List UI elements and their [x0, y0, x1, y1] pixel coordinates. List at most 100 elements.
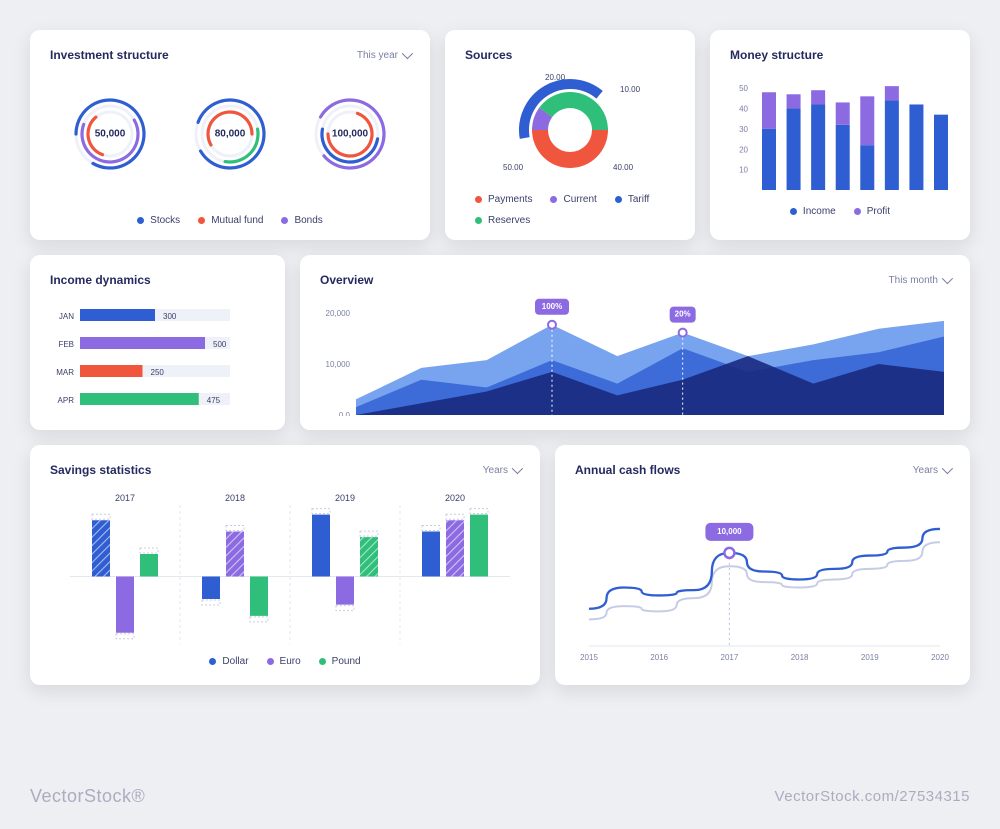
sources-title: Sources [465, 48, 512, 62]
svg-text:30: 30 [739, 125, 748, 134]
chevron-down-icon [402, 48, 413, 59]
svg-text:2015: 2015 [580, 653, 598, 662]
cashflows-period-label: Years [913, 465, 938, 476]
legend-label: Dollar [222, 656, 248, 667]
legend-dot-icon [854, 208, 861, 215]
cashflows-title: Annual cash flows [575, 463, 680, 477]
svg-text:2017: 2017 [115, 493, 135, 503]
svg-text:FEB: FEB [58, 340, 74, 349]
dashboard-grid: Investment structure This year 50,000 80,… [30, 30, 970, 685]
legend-item: Profit [854, 206, 890, 217]
svg-text:2016: 2016 [650, 653, 668, 662]
svg-text:10: 10 [739, 166, 748, 175]
income-dynamics-title: Income dynamics [50, 273, 151, 287]
svg-text:20: 20 [739, 145, 748, 154]
watermark: VectorStock® VectorStock.com/27534315 [30, 786, 970, 807]
chevron-down-icon [942, 273, 953, 284]
svg-text:2019: 2019 [861, 653, 879, 662]
legend-label: Reserves [488, 215, 530, 226]
investment-card: Investment structure This year 50,000 80,… [30, 30, 430, 240]
svg-text:80,000: 80,000 [215, 129, 246, 140]
sources-donut: 20.00 10.00 40.00 50.00 [465, 70, 675, 188]
svg-text:20,000: 20,000 [326, 309, 351, 318]
legend-item: Reserves [475, 215, 530, 226]
svg-text:50,000: 50,000 [95, 129, 126, 140]
row-1: Investment structure This year 50,000 80,… [30, 30, 970, 240]
legend-label: Payments [488, 194, 532, 205]
investment-legend: Stocks Mutual fund Bonds [50, 215, 410, 226]
legend-item: Payments [475, 194, 532, 205]
legend-dot-icon [475, 196, 482, 203]
legend-item: Current [550, 194, 596, 205]
investment-title: Investment structure [50, 48, 169, 62]
investment-period-dropdown[interactable]: This year [357, 50, 410, 61]
watermark-right: VectorStock.com/27534315 [775, 788, 970, 805]
svg-text:50.00: 50.00 [503, 163, 524, 172]
sources-card: Sources 20.00 10.00 40.00 50.00 Payments Cur… [445, 30, 695, 240]
svg-text:20.00: 20.00 [545, 73, 566, 82]
svg-text:JAN: JAN [59, 312, 74, 321]
money-card: Money structure 1020304050 IncomeProfit [710, 30, 970, 240]
svg-text:300: 300 [163, 312, 177, 321]
income-dynamics-card: Income dynamics JAN300FEB500MAR250APR475 [30, 255, 285, 430]
savings-period-dropdown[interactable]: Years [483, 465, 520, 476]
legend-label: Mutual fund [211, 215, 263, 226]
savings-card: Savings statistics Years 201720182019202… [30, 445, 540, 685]
legend-dot-icon [319, 658, 326, 665]
savings-legend: DollarEuroPound [50, 656, 520, 667]
legend-dot-icon [475, 217, 482, 224]
svg-text:2019: 2019 [335, 493, 355, 503]
svg-text:MAR: MAR [56, 368, 74, 377]
svg-text:0,0: 0,0 [339, 411, 351, 416]
sources-legend: Payments Current Tariff Reserves [465, 194, 675, 226]
legend-item: Tariff [615, 194, 650, 205]
legend-dot-icon [198, 217, 205, 224]
legend-label: Current [563, 194, 596, 205]
money-legend: Income Profit [730, 206, 950, 217]
legend-dot-icon [615, 196, 622, 203]
svg-text:40: 40 [739, 105, 748, 114]
legend-dot-icon [550, 196, 557, 203]
svg-text:10.00: 10.00 [620, 85, 641, 94]
legend-dot-icon [790, 208, 797, 215]
svg-text:100%: 100% [542, 302, 562, 311]
legend-item: Income [790, 206, 836, 217]
legend-item: Bonds [281, 215, 322, 226]
legend-label: Income [803, 206, 836, 217]
money-bars: 1020304050 [730, 70, 950, 200]
legend-label: Tariff [628, 194, 650, 205]
savings-title: Savings statistics [50, 463, 151, 477]
svg-text:APR: APR [58, 396, 75, 405]
chevron-down-icon [942, 463, 953, 474]
legend-item: Pound [319, 656, 361, 667]
watermark-left: VectorStock® [30, 786, 145, 807]
svg-text:40.00: 40.00 [613, 163, 634, 172]
overview-period-dropdown[interactable]: This month [889, 275, 950, 286]
svg-text:500: 500 [213, 340, 227, 349]
cashflows-period-dropdown[interactable]: Years [913, 465, 950, 476]
legend-label: Stocks [150, 215, 180, 226]
legend-dot-icon [137, 217, 144, 224]
row-3: Savings statistics Years 201720182019202… [30, 445, 970, 685]
money-title: Money structure [730, 48, 823, 62]
overview-card: Overview This month 0,0 10,000 20,000 100% 2… [300, 255, 970, 430]
legend-item: Mutual fund [198, 215, 263, 226]
legend-dot-icon [267, 658, 274, 665]
overview-title: Overview [320, 273, 373, 287]
svg-text:2017: 2017 [721, 653, 739, 662]
svg-text:250: 250 [151, 368, 165, 377]
cashflows-lines: 20152016201720182019202010,000 [575, 485, 950, 670]
legend-label: Profit [867, 206, 890, 217]
svg-text:10,000: 10,000 [717, 527, 742, 536]
svg-text:2020: 2020 [931, 653, 949, 662]
svg-text:2020: 2020 [445, 493, 465, 503]
row-2: Income dynamics JAN300FEB500MAR250APR475… [30, 255, 970, 430]
overview-area-chart: 0,0 10,000 20,000 100% 20% [320, 295, 950, 416]
legend-item: Dollar [209, 656, 248, 667]
legend-item: Stocks [137, 215, 180, 226]
svg-text:20%: 20% [675, 310, 691, 319]
investment-period-label: This year [357, 50, 398, 61]
chevron-down-icon [512, 463, 523, 474]
legend-dot-icon [281, 217, 288, 224]
svg-text:10,000: 10,000 [326, 360, 351, 369]
